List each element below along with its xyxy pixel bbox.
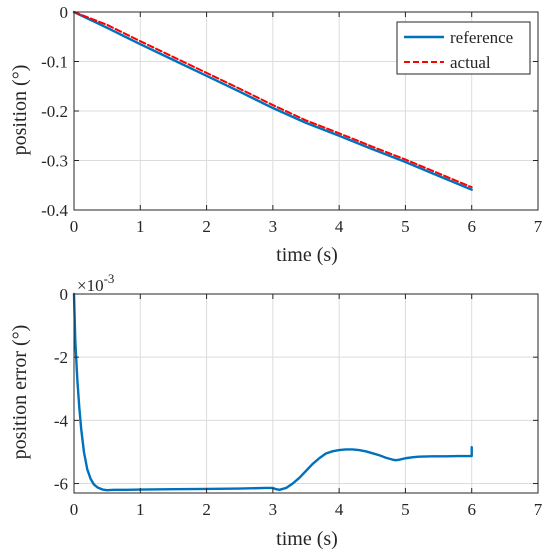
error-x-tick-label: 4 bbox=[335, 500, 344, 519]
error-x-tick-label: 2 bbox=[202, 500, 211, 519]
position-x-tick-label: 6 bbox=[467, 217, 476, 236]
position-y-tick-label: 0 bbox=[60, 3, 69, 22]
error-y-tick-label: -2 bbox=[54, 348, 68, 367]
error-y-tick-label: -4 bbox=[54, 411, 69, 430]
position-x-axis-label: time (s) bbox=[276, 244, 338, 266]
position-x-tick-label: 0 bbox=[70, 217, 79, 236]
error-y-tick-label: -6 bbox=[54, 475, 68, 494]
position-x-tick-label: 1 bbox=[136, 217, 145, 236]
error-x-tick-label: 7 bbox=[534, 500, 543, 519]
position-lines bbox=[72, 10, 473, 191]
legend-box bbox=[396, 21, 531, 75]
position-x-tick-label: 5 bbox=[401, 217, 410, 236]
error-y-axis-label: position error (°) bbox=[9, 325, 31, 460]
position-y-axis-label: position (°) bbox=[9, 65, 31, 156]
position-x-tick-label: 7 bbox=[534, 217, 543, 236]
position-x-tick-label: 2 bbox=[202, 217, 211, 236]
error-axes-box bbox=[73, 293, 539, 494]
error-x-tick-label: 0 bbox=[70, 500, 79, 519]
error-x-axis-label: time (s) bbox=[276, 528, 338, 550]
legend-label-reference: reference bbox=[450, 28, 513, 47]
error-y-exponent-power: -3 bbox=[104, 271, 115, 286]
position-plot: 0 1 2 3 4 5 6 7 -0.4 -0.3 -0.2 -0.1 0 time (s) posit… bbox=[9, 3, 543, 266]
position-ticks: 0 1 2 3 4 5 6 7 -0.4 -0.3 -0.2 -0.1 0 bbox=[41, 3, 543, 236]
error-series-line bbox=[72, 292, 473, 492]
position-y-tick-label: -0.3 bbox=[41, 152, 68, 171]
error-x-tick-label: 3 bbox=[269, 500, 278, 519]
position-error-plot: 0 1 2 3 4 5 6 7 -6 -4 -2 0 ×10-3 time (s) position … bbox=[9, 271, 543, 550]
legend-label-actual: actual bbox=[450, 53, 491, 72]
legend: reference actual bbox=[396, 21, 531, 75]
position-y-tick-label: -0.4 bbox=[41, 201, 68, 220]
error-y-exponent: ×10-3 bbox=[77, 271, 114, 295]
error-x-tick-label: 6 bbox=[467, 500, 476, 519]
error-ticks: 0 1 2 3 4 5 6 7 -6 -4 -2 0 bbox=[54, 285, 543, 519]
position-series-actual bbox=[73, 11, 473, 189]
error-lines bbox=[72, 292, 473, 492]
error-x-tick-label: 1 bbox=[136, 500, 145, 519]
position-x-tick-label: 3 bbox=[269, 217, 278, 236]
position-x-tick-label: 4 bbox=[335, 217, 344, 236]
error-y-tick-label: 0 bbox=[60, 285, 69, 304]
position-series-reference bbox=[72, 10, 473, 191]
position-y-tick-label: -0.2 bbox=[41, 102, 68, 121]
position-y-tick-label: -0.1 bbox=[41, 53, 68, 72]
error-x-tick-label: 5 bbox=[401, 500, 410, 519]
error-y-exponent-base: ×10 bbox=[77, 276, 104, 295]
